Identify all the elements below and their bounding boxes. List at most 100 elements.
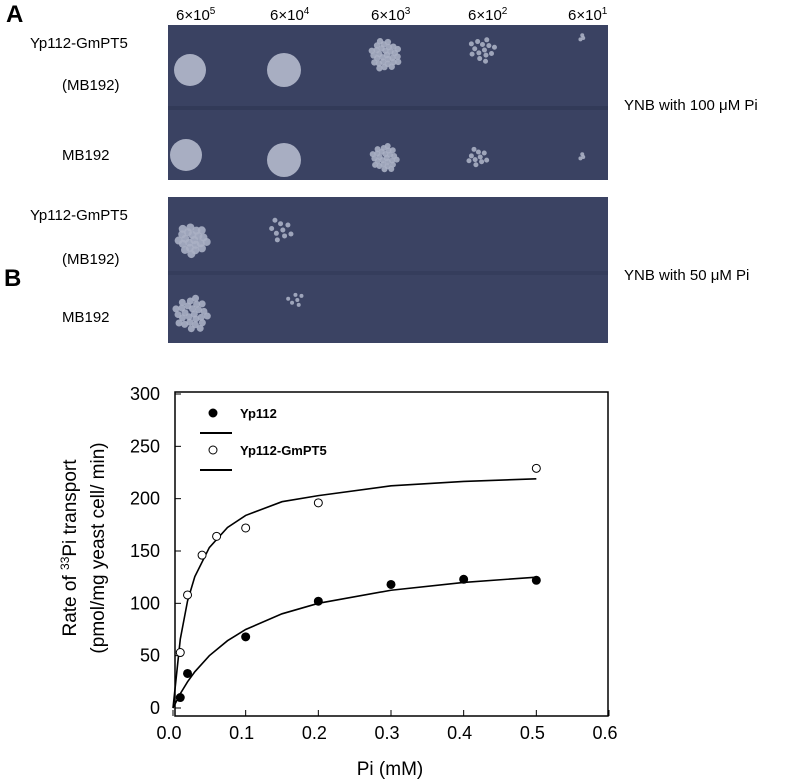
strain-label: (MB192)	[62, 251, 120, 268]
colony	[195, 306, 203, 314]
x-tick-label: 0.2	[302, 723, 327, 743]
dilution-exp: 1	[602, 6, 608, 17]
dilution-base: 6×10	[270, 7, 304, 24]
colony	[172, 305, 180, 313]
colony	[477, 56, 483, 62]
colony	[174, 236, 183, 245]
colony	[273, 230, 279, 236]
dilution-label: 6×103	[371, 6, 411, 24]
x-axis-label: Pi (mM)	[357, 759, 423, 780]
colony	[381, 63, 388, 71]
colony	[472, 157, 478, 163]
colony	[580, 152, 585, 157]
colony	[376, 65, 383, 72]
x-tick-label: 0.6	[592, 723, 617, 743]
colony	[473, 162, 479, 168]
dilution-base: 6×10	[468, 7, 502, 24]
colony-spot	[267, 143, 301, 177]
legend-label: Yp112-GmPT5	[240, 443, 327, 458]
colony	[376, 38, 384, 45]
strain-label: MB192	[62, 309, 110, 326]
y-tick-label: 200	[130, 489, 160, 509]
panel-label: A	[6, 1, 23, 28]
colony	[282, 233, 288, 239]
colony	[479, 42, 485, 48]
colony	[471, 146, 477, 152]
colony	[203, 312, 211, 320]
plot-frame	[174, 391, 609, 717]
colony	[198, 300, 206, 308]
data-point	[183, 590, 193, 600]
y-label-part: Pi transport	[60, 459, 81, 557]
colony	[388, 63, 395, 70]
dilution-exp: 5	[210, 6, 216, 17]
colony	[477, 154, 483, 160]
colony	[180, 245, 189, 254]
colony	[491, 44, 497, 50]
colony	[299, 293, 304, 298]
colony	[472, 46, 478, 52]
data-point	[313, 498, 323, 508]
data-point	[241, 523, 251, 533]
colony	[475, 39, 481, 45]
data-point	[531, 463, 541, 473]
colony	[475, 149, 481, 155]
colony	[479, 159, 485, 165]
colony	[389, 147, 396, 154]
colony	[578, 37, 583, 42]
data-point	[175, 693, 185, 703]
colony	[373, 46, 380, 54]
colony	[178, 298, 186, 306]
dilution-exp: 3	[405, 6, 411, 17]
colony	[385, 147, 392, 154]
colony	[374, 146, 381, 153]
colony	[202, 237, 211, 246]
colony	[368, 47, 376, 54]
y-tick-label: 0	[150, 698, 160, 718]
colony	[178, 304, 186, 312]
colony	[486, 43, 492, 49]
colony	[384, 142, 391, 149]
y-axis-label: Rate of 33Pi transport	[58, 459, 81, 637]
colony	[196, 324, 204, 332]
colony	[393, 156, 400, 163]
strain-label: MB192	[62, 147, 110, 164]
colony	[384, 38, 392, 46]
y-tick-label: 150	[130, 541, 160, 561]
data-point	[531, 575, 541, 585]
data-point	[313, 596, 323, 606]
y-tick-label: 300	[130, 384, 160, 404]
legend-label: Yp112	[240, 406, 277, 421]
y-label-part: Rate of	[60, 570, 81, 637]
colony	[394, 45, 401, 53]
colony	[272, 217, 278, 223]
colony	[489, 50, 495, 56]
colony	[295, 298, 300, 302]
colony	[476, 50, 482, 56]
strain-label: (MB192)	[62, 77, 120, 94]
colony	[181, 320, 189, 328]
colony	[285, 222, 291, 228]
colony	[187, 250, 196, 259]
data-point	[197, 550, 207, 560]
colony	[481, 150, 487, 156]
colony	[192, 294, 200, 302]
colony	[178, 224, 187, 233]
condition-label: YNB with 50 μM Pi	[624, 267, 749, 284]
colony	[288, 231, 294, 237]
colony	[385, 43, 392, 51]
colony	[186, 223, 195, 232]
data-point	[459, 574, 469, 584]
y-axis-label-line2: (pmol/mg yeast cell/ min)	[88, 442, 109, 653]
colony	[484, 37, 490, 43]
dilution-exp: 4	[304, 6, 310, 17]
dilution-label: 6×105	[176, 6, 216, 24]
fit-curve	[172, 477, 537, 709]
dilution-base: 6×10	[371, 7, 405, 24]
colony	[580, 33, 585, 38]
dilution-label: 6×102	[468, 6, 508, 24]
panel-label: B	[4, 265, 21, 292]
x-tick-label: 0.4	[447, 723, 472, 743]
y-tick-label: 100	[130, 593, 160, 613]
